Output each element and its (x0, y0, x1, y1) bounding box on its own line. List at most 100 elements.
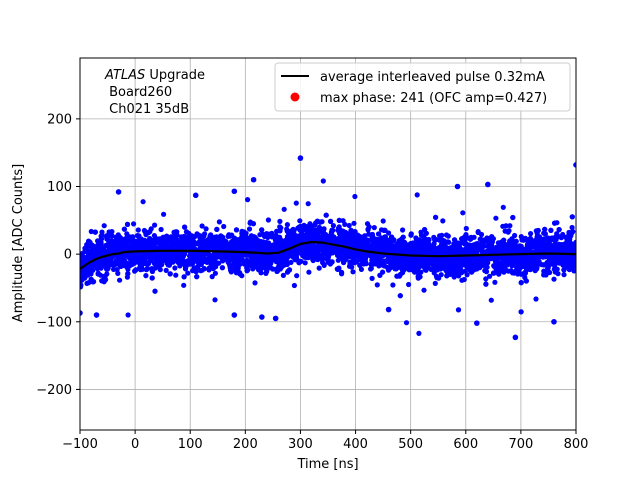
sample-point (534, 234, 540, 240)
sample-point (335, 227, 341, 233)
sample-point (167, 244, 173, 250)
sample-point (509, 236, 515, 242)
sample-point (294, 273, 300, 279)
sample-point (203, 226, 209, 232)
sample-point (571, 268, 576, 274)
sample-point (531, 241, 538, 247)
sample-point (161, 211, 167, 217)
sample-point (542, 231, 549, 237)
sample-point (541, 262, 547, 268)
sample-point (153, 260, 159, 266)
sample-point (98, 240, 104, 247)
sample-point (522, 264, 528, 270)
sample-point (351, 220, 357, 226)
sample-point (266, 261, 273, 268)
sample-point (402, 239, 408, 245)
sample-point (493, 215, 499, 221)
sample-point (172, 265, 178, 271)
sample-point (311, 247, 318, 253)
sample-point (537, 247, 543, 253)
sample-point (375, 246, 381, 252)
sample-point (201, 266, 207, 272)
sample-point (339, 269, 345, 275)
sample-point (483, 276, 489, 282)
sample-point (183, 264, 189, 270)
sample-point (563, 234, 569, 240)
sample-point (390, 261, 396, 267)
sample-point (527, 238, 533, 244)
sample-point (149, 275, 155, 281)
sample-point (343, 230, 349, 236)
sample-point (252, 280, 258, 286)
sample-point (80, 284, 84, 290)
sample-point (110, 261, 117, 268)
sample-point (82, 269, 88, 275)
sample-point (293, 200, 299, 206)
sample-point (501, 237, 507, 243)
sample-point (438, 272, 444, 278)
sample-point (88, 271, 94, 277)
sample-point (380, 218, 386, 224)
sample-point (199, 223, 205, 229)
sample-point (178, 255, 184, 262)
sample-point (500, 204, 506, 210)
sample-point (275, 265, 281, 271)
sample-point (406, 281, 412, 288)
sample-point (210, 252, 217, 258)
sample-point (506, 228, 512, 234)
sample-point (433, 214, 439, 220)
sample-point (499, 268, 505, 274)
sample-point (463, 257, 469, 263)
sample-point (159, 262, 165, 268)
sample-point (151, 244, 157, 250)
sample-point (346, 222, 352, 229)
sample-point (173, 272, 179, 278)
sample-point (252, 242, 258, 249)
sample-point (116, 262, 122, 268)
sample-point (502, 228, 508, 234)
sample-point (125, 252, 132, 258)
sample-point (104, 271, 110, 277)
sample-point (452, 268, 458, 274)
sample-point (451, 264, 457, 270)
sample-point (140, 199, 146, 205)
sample-point (503, 223, 509, 229)
sample-point (134, 238, 140, 244)
sample-point (216, 260, 222, 266)
sample-point (303, 254, 309, 260)
sample-point (137, 245, 143, 251)
sample-point (432, 280, 438, 286)
sample-point (448, 245, 454, 251)
sample-point (146, 260, 152, 267)
sample-point (492, 279, 498, 285)
sample-point (125, 312, 131, 318)
sample-point (568, 233, 574, 239)
sample-point (522, 270, 528, 276)
sample-point (270, 266, 276, 272)
sample-point (439, 264, 445, 270)
sample-point (245, 197, 251, 203)
sample-point (171, 238, 177, 244)
sample-point (475, 229, 481, 236)
sample-point (322, 235, 328, 241)
sample-point (185, 270, 191, 276)
sample-point (244, 265, 250, 271)
plot-area (80, 155, 576, 341)
sample-point (88, 276, 94, 282)
sample-point (434, 258, 440, 264)
sample-point (194, 274, 200, 280)
sample-point (204, 256, 210, 262)
sample-point (369, 231, 375, 238)
sample-point (291, 227, 297, 233)
sample-point (463, 225, 469, 232)
sample-point (438, 259, 444, 265)
sample-point (548, 227, 554, 233)
sample-point (181, 282, 187, 288)
sample-point (470, 242, 477, 248)
sample-point (558, 235, 565, 241)
sample-point (487, 273, 493, 279)
sample-point (386, 230, 392, 236)
sample-point (277, 224, 283, 230)
sample-point (518, 309, 524, 315)
sample-point (335, 257, 341, 263)
